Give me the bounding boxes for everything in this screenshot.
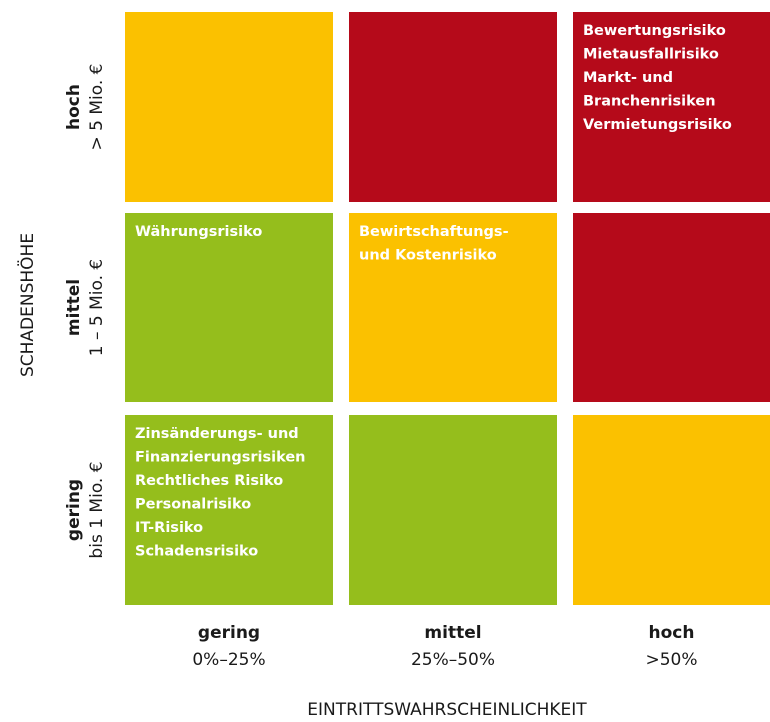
matrix-cell xyxy=(573,415,770,605)
column-label: hoch xyxy=(649,623,695,643)
risk-item: Zinsänderungs- und xyxy=(135,426,299,442)
matrix-cell xyxy=(125,415,333,605)
row-sublabel: > 5 Mio. € xyxy=(87,64,107,151)
row-label: mittel xyxy=(64,279,84,336)
matrix-cell xyxy=(349,415,557,605)
x-axis-title: EINTRITTSWAHRSCHEINLICHKEIT xyxy=(307,700,587,720)
risk-item: Bewertungsrisiko xyxy=(583,23,726,39)
matrix-cell xyxy=(349,12,557,202)
row-label: gering xyxy=(64,479,84,541)
matrix-cell xyxy=(125,12,333,202)
risk-item: Währungsrisiko xyxy=(135,224,262,240)
matrix-cell xyxy=(125,213,333,402)
risk-item: Schadensrisiko xyxy=(135,544,258,560)
risk-item: Mietausfallrisiko xyxy=(583,47,719,63)
matrix-cell xyxy=(349,213,557,402)
matrix-cell xyxy=(573,12,770,202)
risk-item: und Kostenrisiko xyxy=(359,248,497,264)
risk-item: Markt- und xyxy=(583,70,673,86)
risk-item: Bewirtschaftungs- xyxy=(359,224,509,240)
risk-item: IT-Risiko xyxy=(135,520,203,536)
column-sublabel: 0%–25% xyxy=(192,650,265,670)
row-sublabel: bis 1 Mio. € xyxy=(87,461,107,558)
y-axis-title: SCHADENSHÖHE xyxy=(16,233,38,377)
column-label: gering xyxy=(198,623,260,643)
row-label: hoch xyxy=(64,84,84,130)
column-sublabel: 25%–50% xyxy=(411,650,495,670)
risk-item: Personalrisiko xyxy=(135,497,251,513)
risk-item: Finanzierungsrisiken xyxy=(135,450,306,466)
risk-item: Branchenrisiken xyxy=(583,94,716,110)
column-sublabel: >50% xyxy=(645,650,697,670)
risk-item: Rechtliches Risiko xyxy=(135,473,283,489)
matrix-cell xyxy=(573,213,770,402)
row-sublabel: 1 – 5 Mio. € xyxy=(87,259,107,356)
risk-item: Vermietungsrisiko xyxy=(583,117,732,133)
column-label: mittel xyxy=(424,623,481,643)
